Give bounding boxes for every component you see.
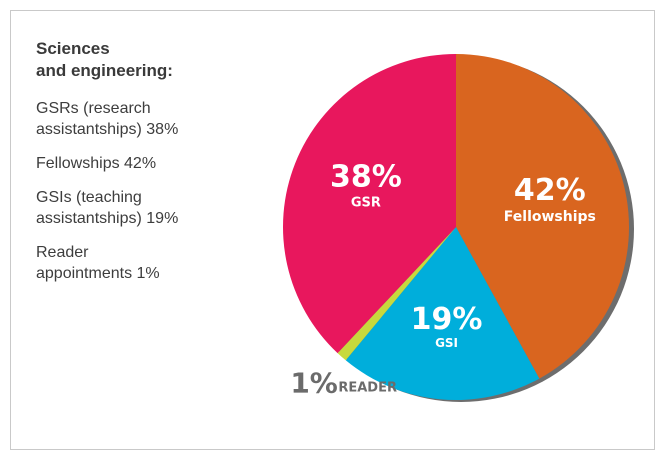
legend-item-gsr-line1: GSRs (research (36, 100, 151, 117)
pie-slice-gsi (345, 227, 540, 400)
legend-item-fellowships-line1: Fellowships 42% (36, 155, 157, 172)
pie-slice-fellowships (456, 54, 629, 379)
legend-item-gsr-line2: assistantships) 38% (36, 121, 179, 138)
legend-item-gsr: GSRs (research assistantships) 38% (36, 98, 226, 140)
legend-item-gsi: GSIs (teaching assistantships) 19% (36, 187, 226, 229)
pie-slice-reader (337, 227, 456, 361)
legend-item-reader-line1: Reader (36, 244, 89, 261)
data-label-reader-name: READER (338, 380, 397, 395)
legend: Sciences and engineering: GSRs (research… (36, 38, 236, 297)
pie-slice-gsr (283, 54, 456, 354)
legend-heading-line1: Sciences (36, 39, 110, 58)
data-label-gsr-name: GSR (351, 195, 381, 210)
data-label-reader-pct: 1% (290, 366, 338, 399)
legend-item-gsi-line2: assistantships) 19% (36, 210, 179, 227)
legend-item-reader: Reader appointments 1% (36, 242, 226, 284)
data-label-gsr-pct: 38% (330, 159, 402, 194)
data-label-fellowships-pct: 42% (514, 173, 586, 208)
legend-item-gsi-line1: GSIs (teaching (36, 189, 142, 206)
data-label-fellowships-name: Fellowships (504, 209, 596, 225)
data-label-gsi-pct: 19% (411, 302, 483, 337)
legend-heading: Sciences and engineering: (36, 38, 236, 82)
data-label-gsi-name: GSI (435, 336, 458, 350)
legend-item-fellowships: Fellowships 42% (36, 153, 226, 174)
legend-heading-line2: and engineering: (36, 61, 173, 80)
legend-item-reader-line2: appointments 1% (36, 265, 160, 282)
